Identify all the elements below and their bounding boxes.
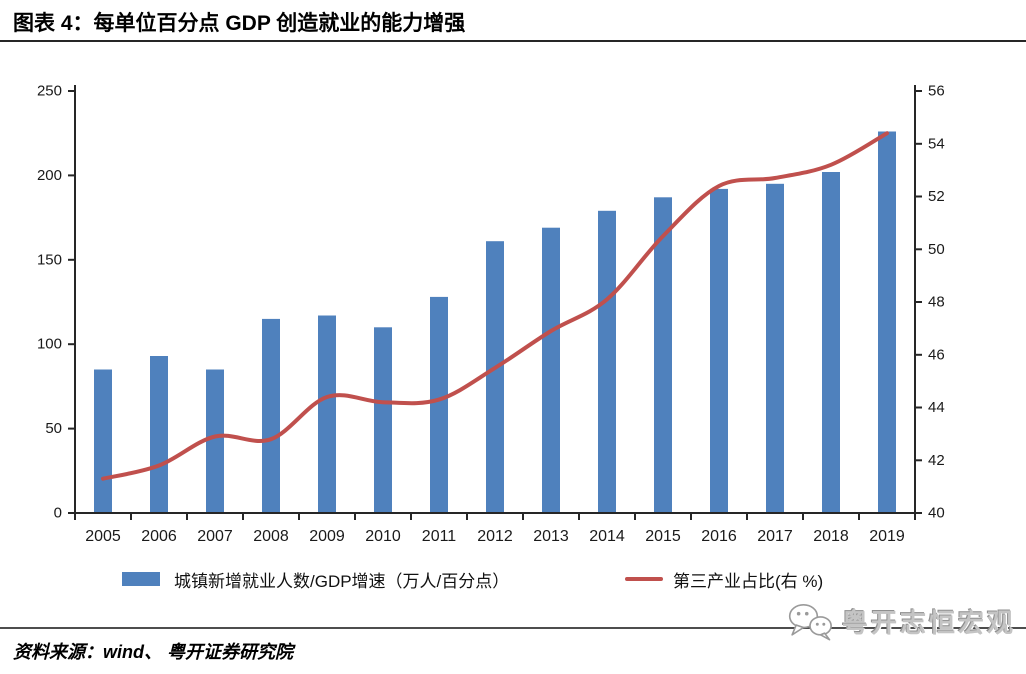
y-left-tick-label: 50 xyxy=(45,420,62,437)
watermark: 粤开志恒宏观 xyxy=(784,598,1016,644)
x-tick-label: 2006 xyxy=(141,528,177,545)
x-tick-label: 2013 xyxy=(533,528,569,545)
y-right-tick-label: 46 xyxy=(928,346,945,363)
bar-2012 xyxy=(486,241,504,513)
bar-2016 xyxy=(710,188,728,513)
y-right-tick-label: 42 xyxy=(928,452,945,469)
y-left-tick-label: 250 xyxy=(37,83,62,100)
figure-title: 图表 4：每单位百分点 GDP 创造就业的能力增强 xyxy=(13,12,466,35)
bar-2017 xyxy=(766,183,784,514)
chart-legend: 城镇新增就业人数/GDP增速（万人/百分点） 第三产业占比(右 %) xyxy=(0,568,1026,592)
y-right-tick-label: 40 xyxy=(928,505,945,522)
x-tick-label: 2008 xyxy=(253,528,289,545)
bar-2008 xyxy=(262,318,280,513)
footer-divider xyxy=(0,627,1026,629)
x-tick-label: 2007 xyxy=(197,528,233,545)
y-right-tick-label: 44 xyxy=(928,399,945,416)
wechat-bubbles-icon xyxy=(788,603,832,641)
y-right-tick-label: 52 xyxy=(928,188,945,205)
bar-2019 xyxy=(878,131,896,513)
x-tick-label: 2017 xyxy=(757,528,793,545)
x-tick-label: 2014 xyxy=(589,528,625,545)
legend-line-swatch xyxy=(625,577,663,581)
chart-canvas: 0 50 100 150 200 250 40 42 44 46 48 50 52 54 56 2005 200… xyxy=(37,83,945,546)
x-tick-label: 2018 xyxy=(813,528,849,545)
bar-2011 xyxy=(430,296,448,513)
legend-item-bar: 城镇新增就业人数/GDP增速（万人/百分点） xyxy=(122,568,510,591)
y-left-tick-label: 200 xyxy=(37,167,62,184)
y-right-tick-label: 56 xyxy=(928,83,945,100)
y-left-tick-label: 0 xyxy=(54,505,62,522)
bar-2007 xyxy=(206,369,224,513)
bar-2006 xyxy=(150,356,168,513)
x-tick-label: 2019 xyxy=(869,528,905,545)
bar-2014 xyxy=(598,210,616,514)
watermark-label: 粤开志恒宏观 xyxy=(841,607,1016,638)
y-left-tick-label: 150 xyxy=(37,251,62,268)
legend-line-label: 第三产业占比(右 %) xyxy=(673,571,824,591)
y-right-tick-label: 50 xyxy=(928,241,945,258)
y-right-tick-label: 54 xyxy=(928,135,945,152)
legend-bar-swatch xyxy=(122,572,160,586)
bar-2015 xyxy=(654,197,672,514)
bar-2009 xyxy=(318,315,336,513)
x-tick-label: 2010 xyxy=(365,528,401,545)
y-right-tick-label: 48 xyxy=(928,294,945,311)
x-tick-label: 2012 xyxy=(477,528,513,545)
legend-bar-label: 城镇新增就业人数/GDP增速（万人/百分点） xyxy=(174,571,510,591)
bar-2013 xyxy=(542,227,560,513)
bar-2018 xyxy=(822,172,840,513)
bar-2010 xyxy=(374,327,392,513)
x-tick-label: 2009 xyxy=(309,528,345,545)
title-divider xyxy=(0,40,1026,42)
x-tick-label: 2016 xyxy=(701,528,737,545)
bar-2005 xyxy=(94,369,112,513)
x-tick-label: 2011 xyxy=(422,528,457,545)
x-tick-label: 2005 xyxy=(85,528,121,545)
y-left-tick-label: 100 xyxy=(37,336,62,353)
tertiary-share-line xyxy=(101,131,889,481)
source-note: 资料来源：wind、 粤开证券研究院 xyxy=(13,642,293,662)
x-tick-label: 2015 xyxy=(645,528,681,545)
legend-item-line: 第三产业占比(右 %) xyxy=(625,568,824,591)
